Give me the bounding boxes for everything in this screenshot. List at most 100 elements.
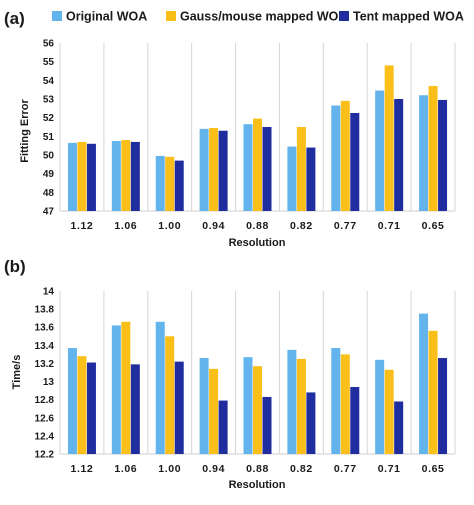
legend-swatch-gauss	[166, 11, 176, 21]
y-axis-title-a: Fitting Error	[19, 99, 31, 163]
bar-a-series2-0.77	[340, 100, 350, 211]
y-tick-label-b: 14	[43, 287, 55, 298]
bar-a-series2-1.06	[121, 140, 131, 211]
x-tick-label-a: 1.12	[71, 220, 94, 232]
bar-a-series2-0.88	[253, 118, 262, 211]
legend-label-gauss: Gauss/mouse mapped WOA	[180, 10, 347, 24]
panel-label-a: (a)	[4, 9, 25, 28]
legend-label-original: Original WOA	[66, 10, 147, 24]
bar-a-series1-1.12	[67, 142, 77, 211]
x-tick-label-b: 1.06	[114, 463, 137, 475]
x-tick-label-b: 0.77	[334, 463, 357, 475]
y-tick-label-b: 13.6	[35, 323, 55, 334]
bar-a-series1-1.00	[155, 155, 165, 211]
x-tick-label-a: 1.06	[114, 220, 137, 232]
x-tick-label-b: 0.71	[378, 463, 401, 475]
y-tick-label-b: 13.8	[35, 305, 55, 316]
y-tick-label-b: 12.2	[35, 450, 55, 461]
y-tick-label-a: 52	[43, 113, 55, 124]
x-tick-label-a: 0.77	[334, 220, 357, 232]
bar-a-series1-0.71	[375, 90, 385, 211]
chart-panel-a: 47 48 49 50 51 52 53 54 55 56 1.12 1.06 1.00 0.94 0.88…	[43, 39, 456, 232]
bar-a-series3-0.71	[394, 99, 404, 211]
x-tick-label-b: 0.82	[290, 463, 313, 475]
bar-a-series2-0.71	[384, 65, 394, 212]
bar-b-series1-1.12	[67, 348, 77, 454]
x-tick-label-b: 1.00	[158, 463, 181, 475]
bar-a-series3-1.06	[130, 141, 140, 211]
bar-b-series3-1.00	[174, 361, 184, 454]
bar-b-series1-0.77	[331, 348, 341, 454]
bar-a-series2-0.65	[428, 85, 438, 211]
bar-b-series2-0.94	[209, 368, 219, 454]
bar-a-series3-0.82	[306, 147, 316, 211]
bar-b-series2-0.71	[384, 369, 394, 454]
bar-a-series3-1.12	[86, 143, 96, 211]
bar-b-series3-0.82	[306, 392, 316, 454]
bar-a-series2-1.00	[165, 156, 175, 211]
bar-a-series1-0.82	[287, 146, 297, 211]
y-axis-title-b: Time/s	[11, 355, 23, 390]
bar-b-series1-0.88	[243, 357, 253, 454]
x-tick-label-a: 0.65	[422, 220, 445, 232]
bar-a-series1-0.88	[243, 124, 253, 211]
y-tick-label-b: 12.8	[35, 395, 55, 406]
bar-a-series1-0.65	[419, 95, 429, 211]
y-tick-label-a: 50	[43, 151, 55, 162]
bar-b-series1-0.71	[375, 359, 385, 454]
bar-b-series2-1.00	[165, 336, 175, 454]
x-axis-title-b: Resolution	[229, 479, 286, 491]
x-tick-label-a: 0.94	[202, 220, 225, 232]
y-tick-label-a: 55	[43, 57, 55, 68]
y-tick-label-b: 13.4	[35, 341, 55, 352]
bar-b-series3-1.06	[130, 364, 140, 454]
x-tick-label-b: 1.12	[71, 463, 94, 475]
bar-a-series2-0.94	[209, 127, 219, 211]
bar-a-series3-0.94	[218, 130, 228, 211]
x-tick-label-b: 0.65	[422, 463, 445, 475]
bar-b-series2-1.06	[121, 321, 131, 454]
bar-b-series1-0.94	[199, 358, 209, 454]
bar-a-series3-0.77	[350, 113, 360, 211]
y-tick-label-a: 54	[43, 76, 55, 87]
bar-b-series2-1.12	[77, 356, 87, 454]
x-axis-title-a: Resolution	[229, 237, 286, 249]
x-tick-label-b: 0.88	[246, 463, 269, 475]
bar-b-series3-0.65	[438, 358, 448, 454]
x-tick-label-a: 0.88	[246, 220, 269, 232]
bar-b-series2-0.65	[428, 330, 438, 454]
bar-b-series3-0.94	[218, 400, 228, 454]
bar-b-series3-0.71	[394, 401, 404, 454]
legend: Original WOA Gauss/mouse mapped WOA Tent…	[52, 10, 464, 24]
bar-b-series2-0.77	[340, 354, 350, 454]
x-tick-label-a: 0.82	[290, 220, 313, 232]
chart-panel-b: 12.2 12.4 12.6 12.8 13 13.2 13.4 13.6 13.8 14 1.12…	[35, 287, 456, 475]
bar-a-series3-0.65	[438, 99, 448, 211]
bar-b-series3-0.77	[350, 386, 360, 454]
bar-a-series1-1.06	[111, 141, 121, 211]
x-tick-label-a: 0.71	[378, 220, 401, 232]
bar-b-series1-0.65	[419, 313, 429, 454]
x-tick-label-a: 1.00	[158, 220, 181, 232]
y-tick-label-a: 48	[43, 188, 55, 199]
bar-b-series3-0.88	[262, 396, 272, 454]
bar-b-series1-1.00	[155, 321, 165, 454]
bar-b-series2-0.88	[253, 366, 262, 454]
bar-a-series2-1.12	[77, 141, 87, 211]
legend-swatch-tent	[339, 11, 349, 21]
bar-b-series1-0.82	[287, 349, 297, 454]
bar-a-series3-0.88	[262, 127, 272, 211]
y-tick-label-b: 12.4	[35, 431, 55, 442]
bar-a-series3-1.00	[174, 160, 184, 211]
legend-label-tent: Tent mapped WOA	[353, 10, 464, 24]
bar-b-series1-1.06	[111, 325, 121, 454]
bar-a-series2-0.82	[296, 127, 306, 211]
y-tick-label-a: 49	[43, 169, 55, 180]
y-tick-label-b: 12.6	[35, 413, 55, 424]
y-tick-label-a: 47	[43, 207, 55, 218]
y-tick-label-a: 51	[43, 132, 55, 143]
bar-a-series1-0.77	[331, 105, 341, 211]
panel-label-b: (b)	[4, 257, 26, 276]
